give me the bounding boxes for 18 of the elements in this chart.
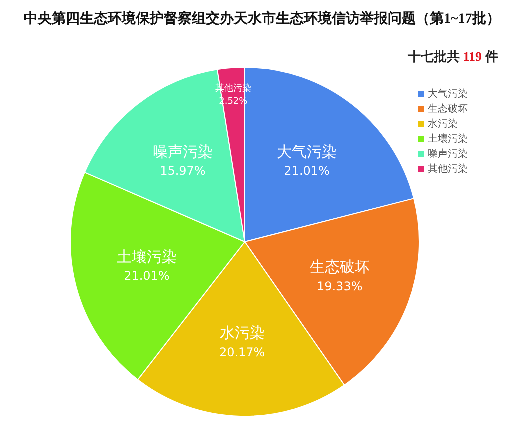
data-label: 19.33% (316, 279, 363, 294)
chart-title: 中央第四生态环境保护督察组交办天水市生态环境信访举报问题（第1~17批） (24, 10, 500, 28)
slice-label: 土壤污染 (116, 248, 177, 266)
chart-subtitle: 十七批共 119 件 (408, 49, 498, 64)
data-label: 21.01% (284, 164, 330, 178)
legend-label: 水污染 (428, 118, 458, 130)
legend-label: 大气污染 (428, 88, 468, 100)
legend-label: 噪声污染 (428, 148, 468, 160)
legend-label: 生态破坏 (428, 102, 468, 116)
slice-label: 噪声污染 (152, 142, 213, 161)
slice-label: 生态破坏 (310, 258, 370, 276)
data-label: 21.01% (124, 269, 170, 284)
data-label: 15.97% (160, 164, 206, 178)
slice-label: 水污染 (220, 324, 265, 342)
legend-label: 其他污染 (428, 162, 468, 176)
legend-label: 土壤污染 (428, 132, 468, 146)
data-label: 20.17% (219, 345, 266, 360)
slice-label: 大气污染 (277, 142, 338, 161)
